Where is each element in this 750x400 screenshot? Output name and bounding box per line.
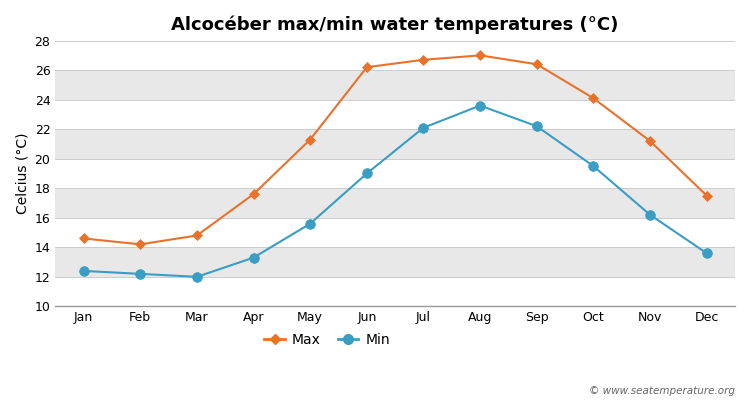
Min bbox=[193, 274, 202, 279]
Bar bbox=[56, 70, 735, 100]
Max bbox=[306, 137, 315, 142]
Min bbox=[306, 221, 315, 226]
Bar bbox=[56, 218, 735, 247]
Text: © www.seatemperature.org: © www.seatemperature.org bbox=[589, 386, 735, 396]
Max bbox=[702, 193, 711, 198]
Max bbox=[249, 192, 258, 196]
Max bbox=[646, 138, 655, 143]
Max bbox=[136, 242, 145, 247]
Min bbox=[136, 272, 145, 276]
Max bbox=[79, 236, 88, 241]
Min bbox=[589, 164, 598, 168]
Max bbox=[193, 233, 202, 238]
Min bbox=[476, 103, 484, 108]
Bar bbox=[56, 188, 735, 218]
Max bbox=[362, 65, 371, 70]
Bar bbox=[56, 129, 735, 159]
Bar bbox=[56, 100, 735, 129]
Min bbox=[646, 212, 655, 217]
Title: Alcocéber max/min water temperatures (°C): Alcocéber max/min water temperatures (°C… bbox=[172, 15, 619, 34]
Bar bbox=[56, 159, 735, 188]
Max bbox=[532, 62, 542, 67]
Max bbox=[476, 53, 484, 58]
Min bbox=[702, 251, 711, 256]
Max bbox=[589, 96, 598, 100]
Max bbox=[419, 58, 428, 62]
Y-axis label: Celcius (°C): Celcius (°C) bbox=[15, 133, 29, 214]
Bar bbox=[56, 277, 735, 306]
Line: Min: Min bbox=[79, 101, 712, 282]
Bar bbox=[56, 247, 735, 277]
Legend: Max, Min: Max, Min bbox=[259, 328, 395, 352]
Min bbox=[532, 124, 542, 129]
Min bbox=[362, 171, 371, 176]
Min bbox=[419, 125, 428, 130]
Line: Max: Max bbox=[80, 52, 710, 248]
Min bbox=[79, 268, 88, 273]
Bar bbox=[56, 41, 735, 70]
Min bbox=[249, 255, 258, 260]
